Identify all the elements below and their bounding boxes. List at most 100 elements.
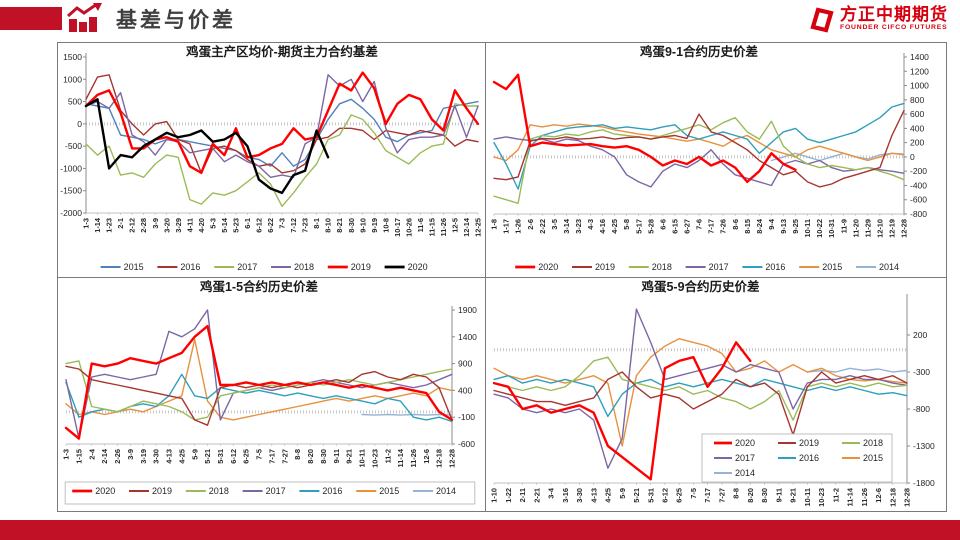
svg-text:12-10: 12-10 xyxy=(875,219,884,238)
svg-text:10-11: 10-11 xyxy=(358,449,367,468)
svg-text:4-3: 4-3 xyxy=(586,219,595,230)
svg-text:-600: -600 xyxy=(458,439,475,449)
svg-text:6-1: 6-1 xyxy=(243,218,252,229)
svg-text:-800: -800 xyxy=(910,209,927,219)
svg-text:12-28: 12-28 xyxy=(900,219,909,238)
svg-text:5-23: 5-23 xyxy=(231,218,240,233)
svg-text:12-18: 12-18 xyxy=(888,488,897,507)
svg-text:4-13: 4-13 xyxy=(589,488,598,503)
svg-text:2016: 2016 xyxy=(765,262,785,272)
svg-text:11-2: 11-2 xyxy=(831,488,840,502)
svg-text:6-6: 6-6 xyxy=(658,219,667,230)
svg-text:2020: 2020 xyxy=(538,262,558,272)
svg-text:11-15: 11-15 xyxy=(427,218,436,237)
svg-text:9-21: 9-21 xyxy=(345,449,354,464)
svg-text:6-12: 6-12 xyxy=(660,488,669,503)
svg-text:200: 200 xyxy=(913,330,927,340)
svg-text:11-29: 11-29 xyxy=(863,219,872,238)
svg-text:400: 400 xyxy=(910,123,924,133)
svg-text:2015: 2015 xyxy=(863,453,883,463)
svg-text:7-5: 7-5 xyxy=(689,488,698,499)
svg-text:3-30: 3-30 xyxy=(575,488,584,503)
svg-text:3-16: 3-16 xyxy=(561,488,570,503)
svg-text:11-6: 11-6 xyxy=(416,218,425,232)
svg-text:2014: 2014 xyxy=(879,262,899,272)
svg-text:9-21: 9-21 xyxy=(789,488,798,503)
svg-text:1-26: 1-26 xyxy=(514,219,523,234)
svg-text:1-3: 1-3 xyxy=(62,449,71,460)
svg-text:1400: 1400 xyxy=(910,52,929,62)
svg-text:3-19: 3-19 xyxy=(139,449,148,464)
svg-text:5-9: 5-9 xyxy=(618,488,627,499)
chart-legend: 2020 2019 2018 2017 2016 2015 2014 xyxy=(515,262,899,272)
svg-text:12-28: 12-28 xyxy=(903,488,912,507)
svg-text:6-15: 6-15 xyxy=(670,219,679,234)
svg-text:5-28: 5-28 xyxy=(646,219,655,234)
svg-text:9-19: 9-19 xyxy=(370,218,379,233)
svg-text:-400: -400 xyxy=(910,180,927,190)
brand-logo: 方正中期期货 FOUNDER CIFCO FUTURES xyxy=(805,4,948,34)
svg-text:2019: 2019 xyxy=(152,486,172,496)
svg-text:8-15: 8-15 xyxy=(743,219,752,234)
svg-text:2015: 2015 xyxy=(124,262,144,272)
svg-text:8-1: 8-1 xyxy=(312,218,321,229)
svg-text:10-31: 10-31 xyxy=(827,219,836,238)
svg-text:1900: 1900 xyxy=(458,305,477,315)
svg-text:2017: 2017 xyxy=(735,453,755,463)
svg-text:6-25: 6-25 xyxy=(675,488,684,503)
svg-text:1-23: 1-23 xyxy=(105,218,114,233)
svg-text:2018: 2018 xyxy=(863,438,883,448)
svg-text:4-11: 4-11 xyxy=(185,218,194,232)
svg-text:400: 400 xyxy=(458,385,472,395)
svg-text:0: 0 xyxy=(77,119,82,129)
svg-text:2-26: 2-26 xyxy=(113,449,122,464)
svg-text:7-23: 7-23 xyxy=(301,218,310,233)
svg-text:11-20: 11-20 xyxy=(851,219,860,238)
svg-text:3-30: 3-30 xyxy=(152,449,161,464)
svg-text:-200: -200 xyxy=(910,166,927,176)
svg-text:10-8: 10-8 xyxy=(381,218,390,233)
footer-red-band xyxy=(0,520,960,540)
svg-text:12-18: 12-18 xyxy=(435,449,444,468)
svg-text:11-9: 11-9 xyxy=(839,219,848,233)
svg-text:9-25: 9-25 xyxy=(791,219,800,234)
svg-text:10-17: 10-17 xyxy=(393,218,402,237)
svg-text:7-17: 7-17 xyxy=(707,219,716,234)
svg-text:4-20: 4-20 xyxy=(197,218,206,233)
svg-text:2016: 2016 xyxy=(799,453,819,463)
svg-text:8-8: 8-8 xyxy=(732,488,741,499)
chart-spread-5-9: 200 -300 -800 -1300 -1800 1-10 1-22 2-11 2-21 3-4… xyxy=(486,278,946,511)
svg-text:10-23: 10-23 xyxy=(370,449,379,468)
svg-text:7-17: 7-17 xyxy=(267,449,276,464)
svg-text:12-28: 12-28 xyxy=(448,449,457,468)
svg-text:1-15: 1-15 xyxy=(74,449,83,464)
svg-text:12-6: 12-6 xyxy=(874,488,883,503)
svg-text:鸡蛋5-9合约历史价差: 鸡蛋5-9合约历史价差 xyxy=(640,279,759,294)
chart-spread-1-5: 1900 1400 900 400 -100 -600 1-3 1-15 2-4 2-14 2-26… xyxy=(58,278,486,511)
svg-text:2-14: 2-14 xyxy=(100,448,109,464)
svg-text:2017: 2017 xyxy=(237,262,257,272)
spread-5-9-chart-canvas: 200 -300 -800 -1300 -1800 1-10 1-22 2-11 2-21 3-4… xyxy=(490,279,935,507)
svg-text:2017: 2017 xyxy=(709,262,729,272)
svg-text:7-6: 7-6 xyxy=(695,219,704,230)
svg-text:2-11: 2-11 xyxy=(518,488,527,502)
svg-text:500: 500 xyxy=(68,97,82,107)
svg-text:4-16: 4-16 xyxy=(598,219,607,234)
svg-text:2016: 2016 xyxy=(322,486,342,496)
svg-text:3-20: 3-20 xyxy=(162,218,171,233)
svg-text:11-26: 11-26 xyxy=(409,449,418,468)
svg-text:9-11: 9-11 xyxy=(774,488,783,502)
svg-text:9-13: 9-13 xyxy=(779,219,788,234)
svg-text:5-8: 5-8 xyxy=(622,219,631,230)
chart-bars-icon xyxy=(67,3,102,32)
svg-text:5-17: 5-17 xyxy=(634,219,643,234)
svg-text:-1000: -1000 xyxy=(60,163,82,173)
chart-basis-main-contract: 1500 1000 500 0 -500 -1000 -1500 -2000 1-3 1-14 1-… xyxy=(58,43,486,278)
svg-text:2015: 2015 xyxy=(822,262,842,272)
svg-text:2-6: 2-6 xyxy=(526,219,535,230)
svg-text:9-10: 9-10 xyxy=(358,218,367,233)
svg-text:0: 0 xyxy=(910,152,915,162)
svg-text:4-25: 4-25 xyxy=(177,449,186,464)
svg-text:8-24: 8-24 xyxy=(755,218,764,234)
page-title: 基差与价差 xyxy=(116,9,236,32)
